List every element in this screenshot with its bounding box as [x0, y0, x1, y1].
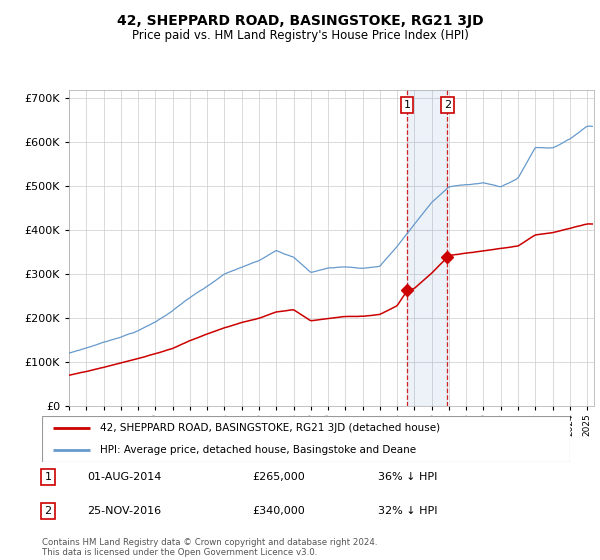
Text: 2: 2 [443, 100, 451, 110]
Text: £265,000: £265,000 [252, 472, 305, 482]
Text: 25-NOV-2016: 25-NOV-2016 [87, 506, 161, 516]
Bar [407, 90, 447, 406]
Text: £340,000: £340,000 [252, 506, 305, 516]
Text: 01-AUG-2014: 01-AUG-2014 [87, 472, 161, 482]
Text: 32% ↓ HPI: 32% ↓ HPI [378, 506, 437, 516]
Text: 2: 2 [44, 506, 52, 516]
Text: Price paid vs. HM Land Registry's House Price Index (HPI): Price paid vs. HM Land Registry's House … [131, 29, 469, 42]
Text: HPI: Average price, detached house, Basingstoke and Deane: HPI: Average price, detached house, Basi… [100, 445, 416, 455]
Text: 42, SHEPPARD ROAD, BASINGSTOKE, RG21 3JD: 42, SHEPPARD ROAD, BASINGSTOKE, RG21 3JD [116, 14, 484, 28]
Text: 42, SHEPPARD ROAD, BASINGSTOKE, RG21 3JD (detached house): 42, SHEPPARD ROAD, BASINGSTOKE, RG21 3JD… [100, 423, 440, 433]
Text: 1: 1 [44, 472, 52, 482]
Text: 36% ↓ HPI: 36% ↓ HPI [378, 472, 437, 482]
Text: 1: 1 [404, 100, 410, 110]
Text: Contains HM Land Registry data © Crown copyright and database right 2024.
This d: Contains HM Land Registry data © Crown c… [42, 538, 377, 557]
